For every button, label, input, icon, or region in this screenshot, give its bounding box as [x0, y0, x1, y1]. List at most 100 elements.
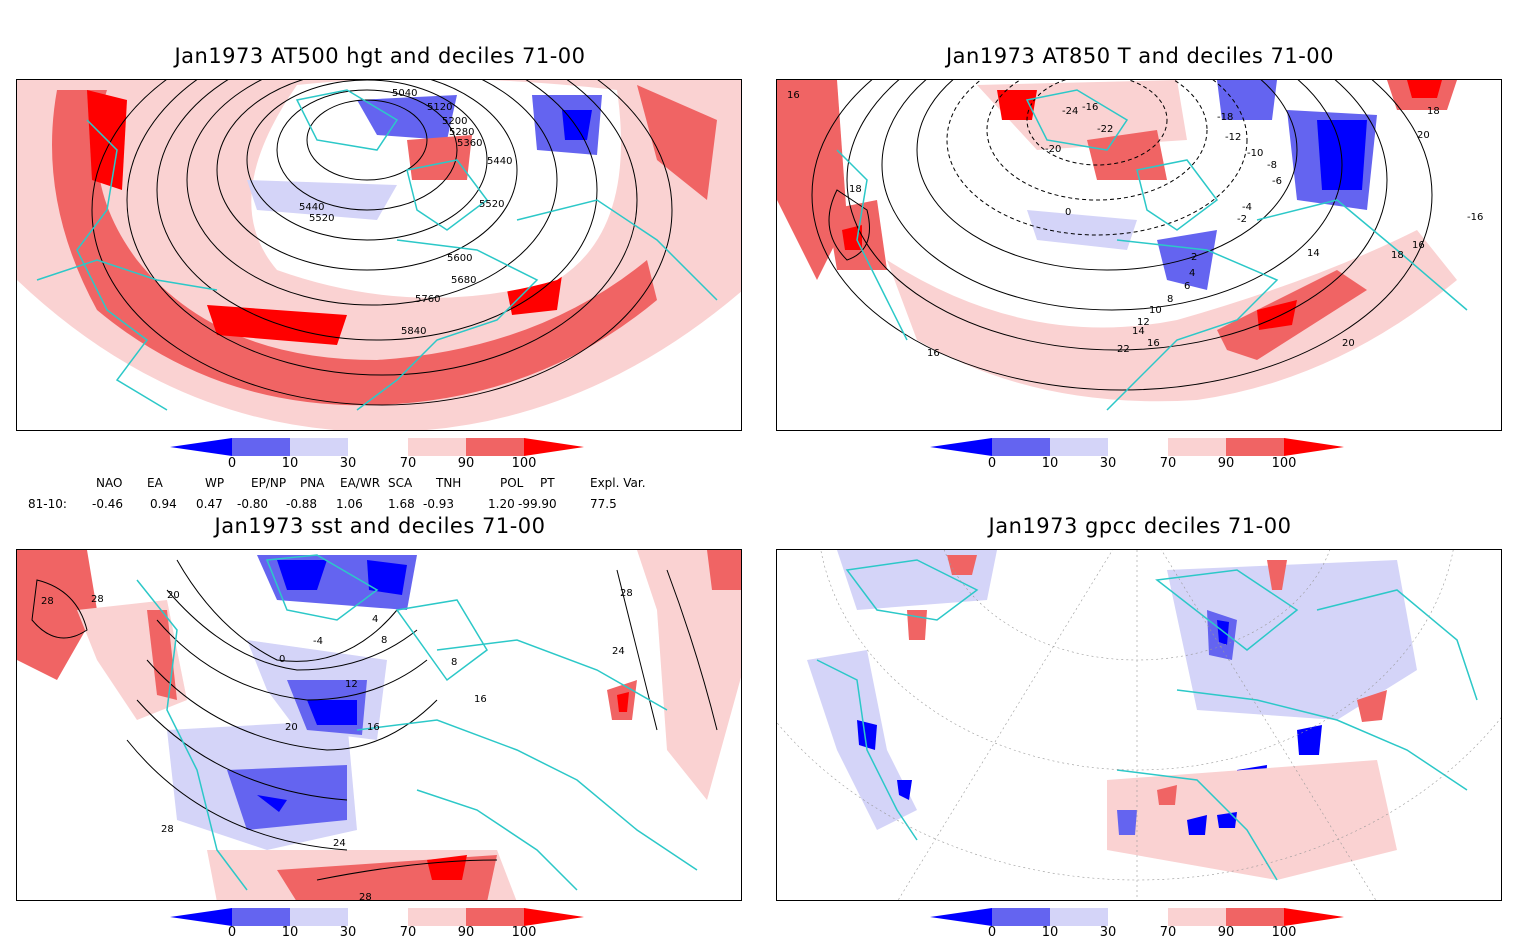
map-panel-hgt: 5040 5120 5200 5280 5360 5440 5440 5520 …: [16, 79, 742, 431]
colorbar-tick: 10: [281, 456, 299, 471]
svg-text:6: 6: [1184, 281, 1190, 292]
svg-text:5520: 5520: [479, 199, 504, 210]
colorbar-tick: 100: [1271, 456, 1297, 471]
colorbar-tick: 70: [399, 925, 417, 940]
svg-text:18: 18: [1427, 106, 1440, 117]
svg-text:20: 20: [1342, 338, 1355, 349]
svg-text:5040: 5040: [392, 88, 417, 99]
index-row-label: 81-10:: [28, 497, 67, 511]
colorbar-tick: 70: [1159, 456, 1177, 471]
svg-text:16: 16: [787, 90, 800, 101]
svg-text:5600: 5600: [447, 253, 472, 264]
panel-title-gpcc: Jan1973 gpcc deciles 71-00: [988, 514, 1292, 538]
svg-text:5280: 5280: [449, 127, 474, 138]
index-value: 77.5: [590, 497, 617, 511]
svg-text:14: 14: [1132, 326, 1145, 337]
decile-shading: [17, 80, 741, 430]
index-header: TNH: [436, 476, 462, 490]
svg-text:-2: -2: [1237, 214, 1247, 225]
index-value: -99.90: [518, 497, 557, 511]
index-value: 1.20: [488, 497, 515, 511]
graticule: [777, 550, 1501, 900]
coastlines: [836, 89, 1468, 411]
svg-text:28: 28: [91, 594, 104, 605]
svg-text:-22: -22: [1097, 124, 1113, 135]
index-value: -0.88: [286, 497, 318, 511]
colorbar-tick: 0: [987, 925, 997, 940]
index-header: Expl. Var.: [590, 476, 646, 490]
index-header: NAO: [96, 476, 123, 490]
index-value: 0.94: [150, 497, 177, 511]
svg-text:5680: 5680: [451, 275, 476, 286]
colorbar-t850: 0 10 30 70 90 100: [930, 438, 1350, 478]
colorbar-tick: 0: [227, 456, 237, 471]
svg-text:24: 24: [333, 838, 346, 849]
svg-text:16: 16: [1412, 240, 1425, 251]
colorbar-tick: 70: [1159, 925, 1177, 940]
svg-text:5760: 5760: [415, 294, 440, 305]
svg-text:12: 12: [345, 679, 358, 690]
colorbar-tick: 0: [987, 456, 997, 471]
svg-text:28: 28: [620, 588, 633, 599]
svg-text:18: 18: [1391, 250, 1404, 261]
svg-text:8: 8: [1167, 294, 1173, 305]
index-value: 1.68: [388, 497, 415, 511]
svg-text:-10: -10: [1247, 148, 1263, 159]
contour-labels: 5040 5120 5200 5280 5360 5440 5440 5520 …: [299, 88, 512, 337]
svg-text:5360: 5360: [457, 138, 482, 149]
sst-contours: [31, 559, 718, 881]
colorbar-tick: 30: [339, 456, 357, 471]
contour-labels: 16 18 -24 -16 -18 -20 -22 -12 -10 -8 -6 …: [787, 90, 1483, 359]
colorbar-tick: 30: [339, 925, 357, 940]
index-header: WP: [205, 476, 225, 490]
svg-text:-12: -12: [1225, 132, 1241, 143]
svg-text:-16: -16: [1467, 212, 1483, 223]
colorbar-tick: 100: [511, 925, 537, 940]
colorbar-sst: 0 10 30 70 90 100: [170, 908, 590, 948]
coastlines: [136, 554, 698, 891]
colorbar-tick: 100: [511, 456, 537, 471]
map-panel-sst: 28 28 20 0 -4 4 8 12 16 20 24 28 28 24 1…: [16, 549, 742, 901]
svg-text:8: 8: [451, 657, 457, 668]
svg-text:10: 10: [1149, 305, 1162, 316]
svg-text:5440: 5440: [299, 202, 324, 213]
decile-shading: [17, 550, 741, 900]
svg-text:4: 4: [1189, 268, 1195, 279]
svg-text:5440: 5440: [487, 156, 512, 167]
height-contours: [91, 80, 673, 406]
svg-text:20: 20: [167, 590, 180, 601]
map-panel-gpcc: [776, 549, 1502, 901]
colorbar-tick: 90: [1217, 925, 1235, 940]
map-panel-t850: 16 18 -24 -16 -18 -20 -22 -12 -10 -8 -6 …: [776, 79, 1502, 431]
svg-text:18: 18: [849, 184, 862, 195]
svg-text:-18: -18: [1217, 112, 1233, 123]
coastlines: [816, 559, 1478, 881]
svg-text:14: 14: [1307, 248, 1320, 259]
svg-text:16: 16: [474, 694, 487, 705]
colorbar-tick: 90: [457, 925, 475, 940]
colorbar-hgt: 0 10 30 70 90 100: [170, 438, 590, 478]
coastlines: [36, 89, 718, 411]
panel-title-t850: Jan1973 AT850 T and deciles 71-00: [945, 44, 1335, 68]
index-header: EP/NP: [251, 476, 287, 490]
svg-text:4: 4: [372, 614, 378, 625]
colorbar-tick: 90: [1217, 456, 1235, 471]
svg-text:28: 28: [359, 892, 372, 901]
index-value: -0.93: [423, 497, 455, 511]
colorbar-tick: 70: [399, 456, 417, 471]
svg-text:2: 2: [1191, 252, 1197, 263]
index-value: 1.06: [336, 497, 363, 511]
temperature-contours: [811, 80, 1433, 391]
svg-text:12: 12: [1137, 317, 1150, 328]
colorbar-tick: 30: [1099, 456, 1117, 471]
svg-text:5200: 5200: [442, 116, 467, 127]
colorbar-tick: 0: [227, 925, 237, 940]
svg-text:22: 22: [1117, 344, 1130, 355]
svg-text:5520: 5520: [309, 213, 334, 224]
svg-text:28: 28: [41, 596, 54, 607]
svg-text:5840: 5840: [401, 326, 426, 337]
index-header: PT: [540, 476, 555, 490]
svg-text:16: 16: [927, 348, 940, 359]
colorbar-tick: 100: [1271, 925, 1297, 940]
colorbar-gpcc: 0 10 30 70 90 100: [930, 908, 1350, 948]
